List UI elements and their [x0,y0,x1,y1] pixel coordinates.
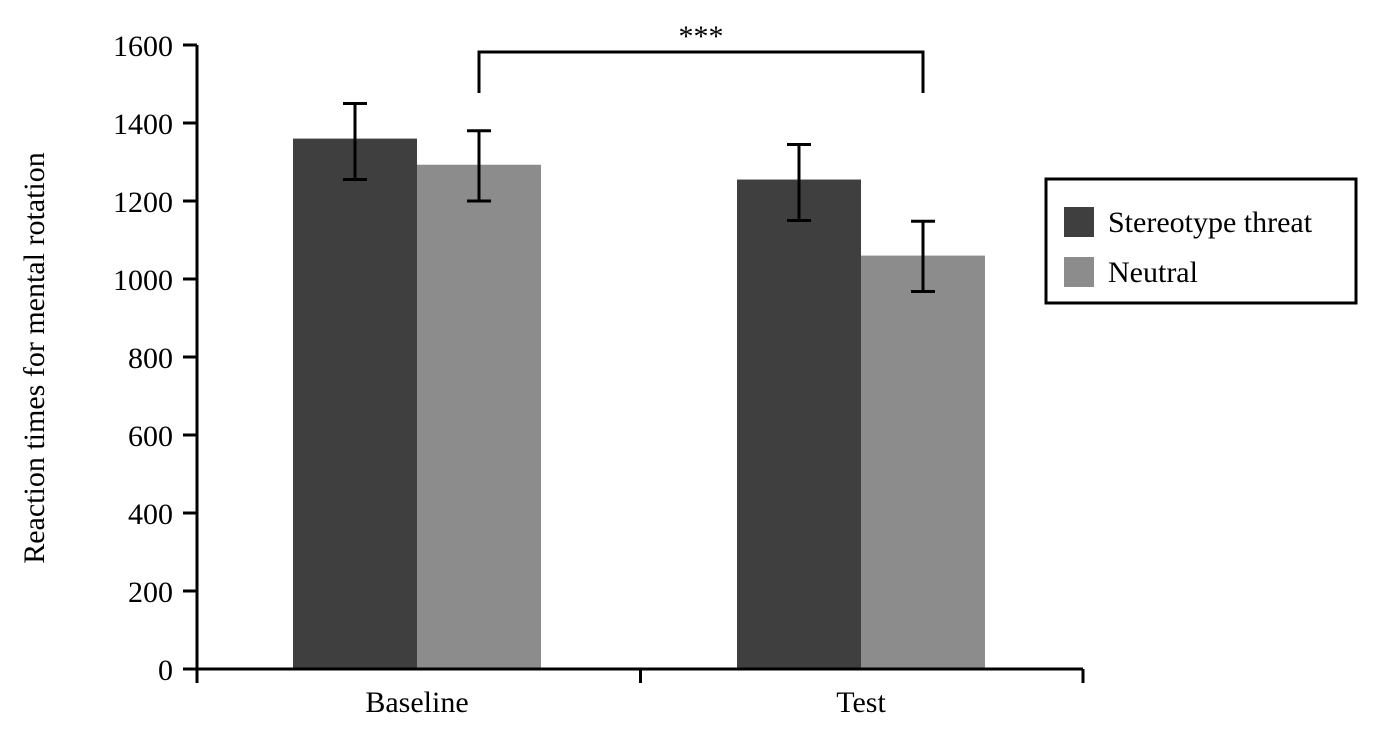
y-axis-title: Reaction times for mental rotation [18,152,51,564]
legend-label: Neutral [1108,256,1198,289]
y-tick-label: 1400 [113,108,173,141]
legend-swatch [1064,257,1094,287]
bars-layer [293,138,985,670]
y-tick-label: 200 [128,576,173,609]
x-category-label: Test [836,686,886,719]
y-tick-label: 1200 [113,186,173,219]
bar-baseline-neutral [417,164,541,670]
y-tick-label: 800 [128,342,173,375]
y-tick-label: 1000 [113,264,173,297]
bar-baseline-stereotype-threat [293,138,417,670]
x-category-label: Baseline [365,686,468,719]
significance-label: *** [679,20,724,53]
significance-layer: *** [477,20,925,93]
error-bars-layer [343,102,935,293]
legend: Stereotype threat Neutral [1044,177,1358,305]
axes-layer: 0 200 400 600 800 1000 1200 1400 1600 Baseline Tes… [113,30,1085,719]
bar-test-stereotype-threat [737,179,861,670]
legend-swatch [1064,207,1094,237]
bar-test-neutral [861,255,985,669]
y-tick-label: 0 [158,654,173,687]
y-tick-label: 600 [128,420,173,453]
y-tick-label: 1600 [113,30,173,63]
legend-box [1044,177,1358,305]
y-tick-label: 400 [128,498,173,531]
legend-label: Stereotype threat [1108,206,1313,239]
significance-bracket [477,50,925,93]
